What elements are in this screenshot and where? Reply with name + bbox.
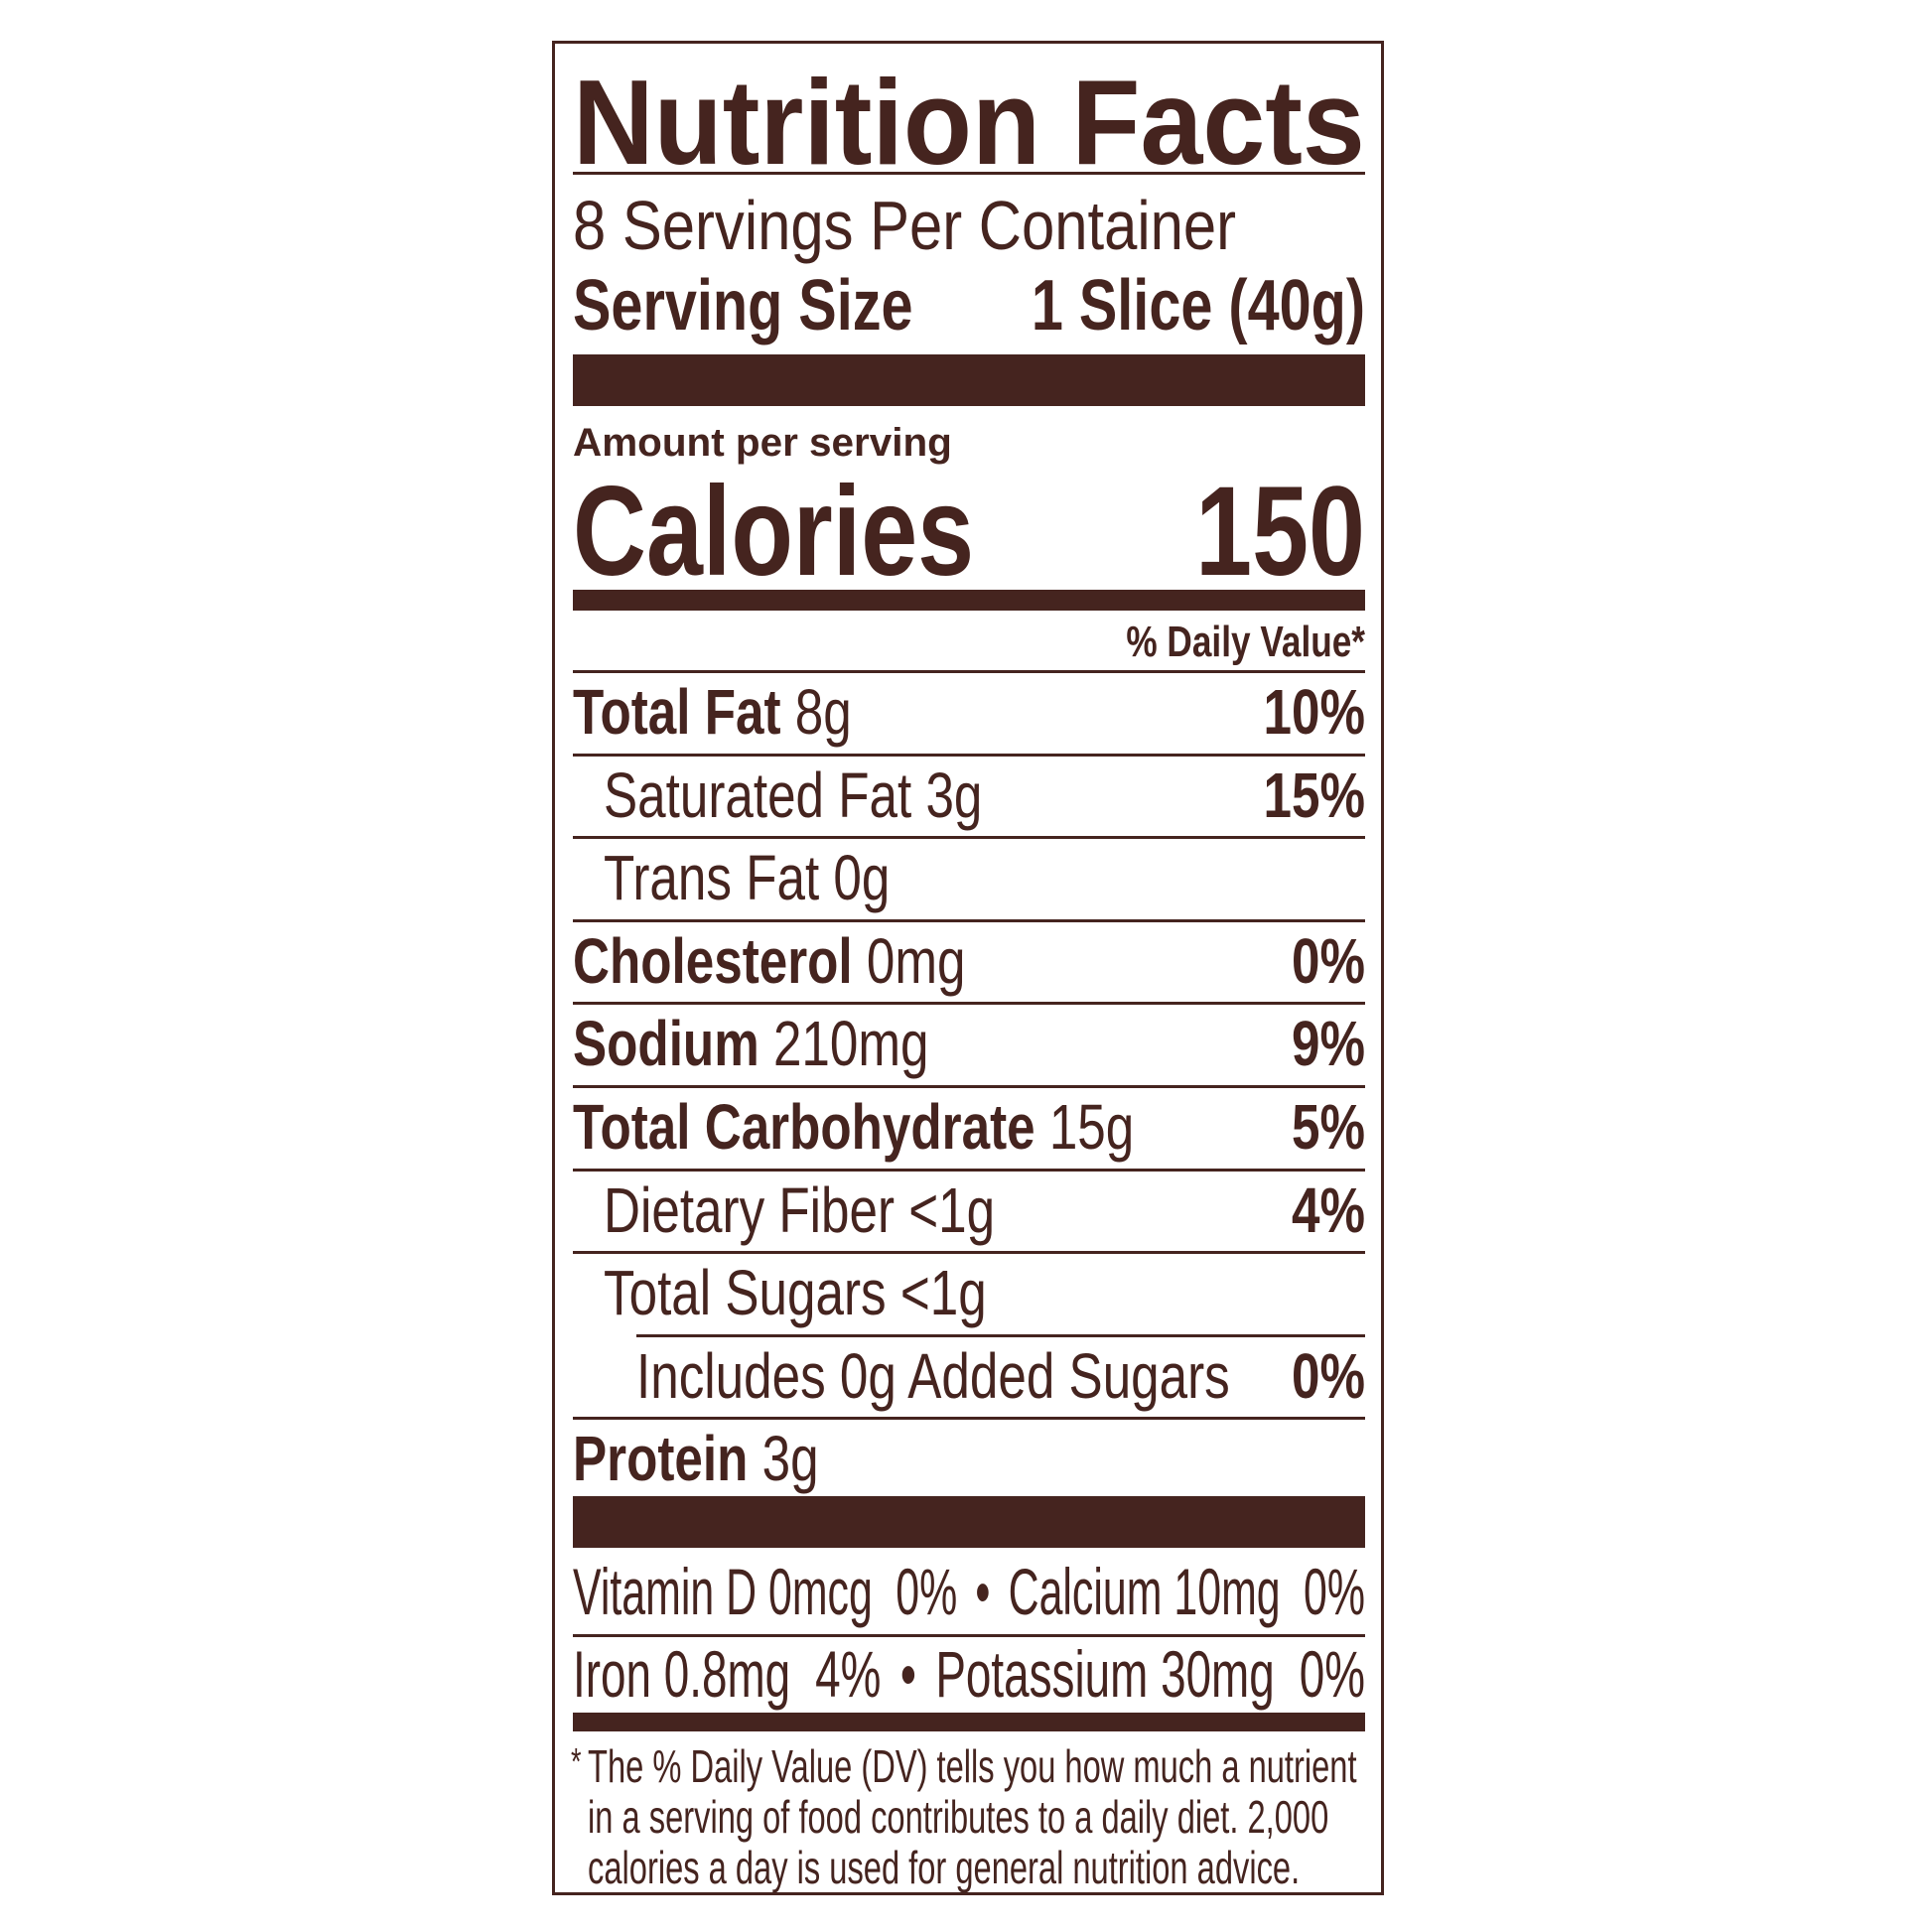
nutrient-name: Total Carbohydrate xyxy=(573,1091,1035,1163)
nutrient-name: Total Sugars <1g xyxy=(604,1257,987,1329)
iron: Iron 0.8mg xyxy=(573,1637,791,1711)
nutrient-row: Includes 0g Added Sugars 0% xyxy=(636,1344,1365,1408)
calories-row: Calories 150 xyxy=(573,469,1365,596)
vitamin-d-dv: 0% xyxy=(896,1555,958,1628)
footnote: * The % Daily Value (DV) tells you how mu… xyxy=(571,1741,1357,1893)
divider xyxy=(573,1085,1365,1088)
amount-per-serving: Amount per serving xyxy=(573,421,952,465)
nutrient-name: Dietary Fiber <1g xyxy=(604,1173,996,1246)
nutrient-row: Protein 3g xyxy=(573,1427,1365,1490)
divider xyxy=(573,1634,1365,1637)
nutrient-name: Protein xyxy=(573,1423,749,1495)
divider xyxy=(573,1002,1365,1006)
nutrient-row: Total Carbohydrate 15g 5% xyxy=(573,1095,1365,1159)
divider xyxy=(573,1417,1365,1421)
divider xyxy=(573,670,1365,673)
thick-bar xyxy=(573,1496,1365,1548)
servings-per-container: 8 Servings Per Container xyxy=(573,187,1237,264)
nutrient-dv: 0% xyxy=(1292,1339,1365,1412)
footnote-line: in a serving of food contributes to a da… xyxy=(588,1791,1329,1843)
bullet: • xyxy=(899,1637,916,1711)
nutrient-name: Trans Fat 0g xyxy=(604,842,891,914)
bullet: • xyxy=(975,1555,991,1628)
serving-size-label: Serving Size xyxy=(573,266,913,345)
vitamin-d: Vitamin D 0mcg xyxy=(573,1555,873,1628)
nutrient-row: Trans Fat 0g xyxy=(604,846,1365,909)
nutrient-amount: 15g xyxy=(1048,1091,1135,1163)
nutrient-dv: 5% xyxy=(1292,1091,1365,1163)
nutrient-row: Total Fat 8g 10% xyxy=(573,680,1365,744)
nutrient-row: Dietary Fiber <1g 4% xyxy=(604,1178,1365,1242)
daily-value-header-row: % Daily Value* xyxy=(573,621,1365,664)
divider xyxy=(573,172,1365,175)
panel-title: Nutrition Facts xyxy=(573,55,1365,190)
serving-size-row: Serving Size 1 Slice (40g) xyxy=(573,270,1365,342)
mineral-row: Iron 0.8mg 4% • Potassium 30mg 0% xyxy=(573,1641,1365,1707)
potassium-dv: 0% xyxy=(1299,1637,1365,1711)
nutrient-amount: 210mg xyxy=(772,1008,929,1080)
nutrient-amount: 0mg xyxy=(866,924,966,997)
nutrient-row: Sodium 210mg 9% xyxy=(573,1012,1365,1075)
iron-dv: 4% xyxy=(815,1637,882,1711)
footnote-line: calories a day is used for general nutri… xyxy=(588,1842,1301,1893)
divider xyxy=(573,1168,1365,1172)
nutrient-dv: 0% xyxy=(1292,924,1365,997)
calories-value: 150 xyxy=(1195,461,1365,603)
divider xyxy=(573,753,1365,757)
nutrient-name: Saturated Fat 3g xyxy=(604,759,983,831)
medium-bar xyxy=(573,1713,1365,1731)
nutrient-row: Total Sugars <1g xyxy=(604,1261,1365,1324)
calcium: Calcium 10mg xyxy=(1008,1555,1281,1628)
nutrition-facts-panel xyxy=(552,41,1384,1895)
divider xyxy=(573,918,1365,922)
divider xyxy=(573,836,1365,840)
nutrient-dv: 9% xyxy=(1292,1008,1365,1080)
serving-size-value: 1 Slice (40g) xyxy=(1031,266,1365,345)
nutrient-name: Sodium xyxy=(573,1008,759,1080)
calories-label: Calories xyxy=(573,461,975,603)
potassium: Potassium 30mg xyxy=(935,1637,1275,1711)
nutrient-name: Includes 0g Added Sugars xyxy=(636,1339,1230,1412)
nutrient-amount: 3g xyxy=(761,1423,819,1495)
nutrient-amount: 8g xyxy=(794,676,852,748)
footnote-line: The % Daily Value (DV) tells you how muc… xyxy=(588,1740,1357,1792)
medium-bar xyxy=(573,590,1365,611)
nutrient-dv: 15% xyxy=(1263,759,1365,831)
nutrient-dv: 10% xyxy=(1263,676,1365,748)
divider xyxy=(636,1333,1365,1337)
vitamin-row: Vitamin D 0mcg 0% • Calcium 10mg 0% xyxy=(573,1559,1365,1624)
thick-bar xyxy=(573,354,1365,406)
nutrient-row: Saturated Fat 3g 15% xyxy=(604,763,1365,827)
nutrient-name: Cholesterol xyxy=(573,924,853,997)
footnote-asterisk: * xyxy=(571,1741,582,1783)
divider xyxy=(573,1251,1365,1255)
daily-value-header: % Daily Value* xyxy=(1126,618,1365,666)
nutrient-row: Cholesterol 0mg 0% xyxy=(573,929,1365,993)
nutrient-name: Total Fat xyxy=(573,676,781,748)
calcium-dv: 0% xyxy=(1304,1555,1365,1628)
nutrient-dv: 4% xyxy=(1292,1173,1365,1246)
